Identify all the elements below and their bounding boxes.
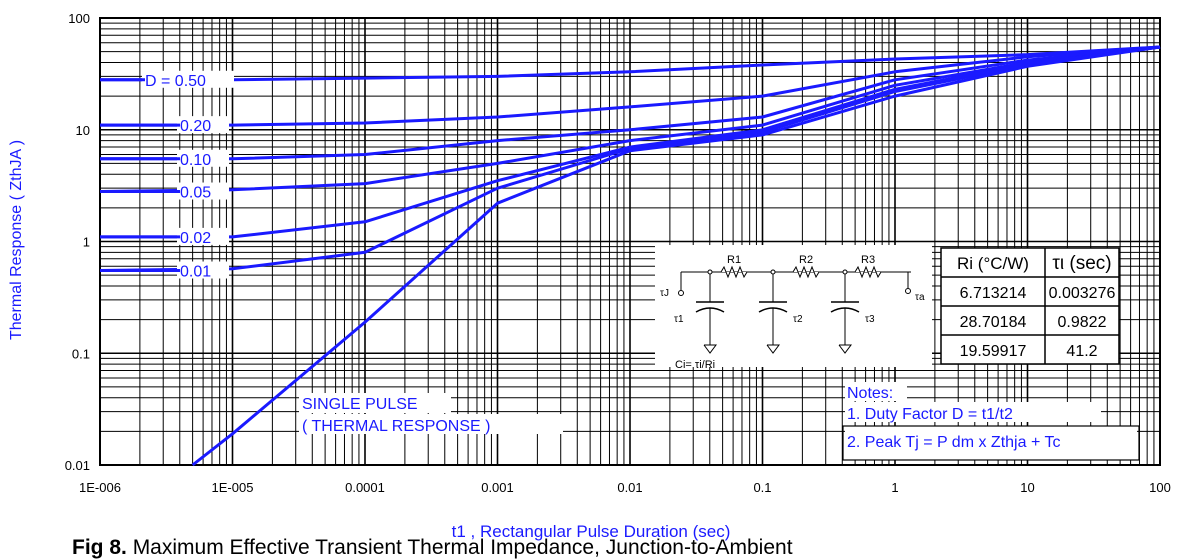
series-label-background [177,182,229,200]
notes-line: 2. Peak Tj = P dm x Zthja + Tc [847,434,1060,451]
series-line [100,45,1161,82]
table-cell: 6.713214 [960,285,1027,302]
circuit-node [770,269,776,275]
plot-frame [99,17,1161,466]
circuit-node [707,269,713,275]
y-tick-label: 1 [83,235,90,250]
series-label-background [177,149,229,167]
figure-caption: Fig 8. Maximum Effective Transient Therm… [72,536,793,560]
chart-curves [99,45,1161,467]
series-label-background [177,116,229,134]
figure-caption-prefix: Fig 8. [72,536,127,559]
overlay-annotations: SINGLE PULSE ( THERMAL RESPONSE ) τJ τa R1 R2… [299,245,1140,461]
single-pulse-label-background [299,393,451,413]
resistor-icon [854,265,882,279]
x-tick-label: 10 [1020,480,1034,495]
capacitor-tau-label: τ1 [674,314,684,325]
series-label: 0.10 [180,152,211,169]
series-line [100,45,1161,127]
x-tick-label: 100 [1149,480,1171,495]
circuit-node [842,269,848,275]
x-tick-label: 0.01 [617,480,642,495]
notes-title: Notes: [847,385,893,402]
ground-icon [703,344,717,354]
notes-background [845,382,907,401]
series-label-background [142,70,234,88]
circuit-node-label: τa [915,292,925,303]
y-tick-label: 0.01 [65,458,90,473]
notes-frame [842,425,1140,461]
y-tick-label: 10 [76,123,90,138]
series-labels: D = 0.50 0.20 0.10 0.05 0.02 0.01 [100,70,234,281]
series-label-background [177,227,229,245]
series-line [99,45,1161,272]
figure-caption-text: Maximum Effective Transient Thermal Impe… [132,536,793,559]
circuit-terminal [678,290,684,296]
resistor-label: R2 [799,254,813,266]
axis-ticks: 1E-006 1E-005 0.0001 0.001 0.01 0.1 1 10 100 100 1… [65,11,1171,495]
y-tick-label: 100 [68,11,90,26]
table-cell: 28.70184 [960,314,1027,331]
resistor-icon [720,265,748,279]
series-label: 0.02 [180,230,211,247]
x-axis-title: t1 , Rectangular Pulse Duration (sec) [451,522,731,541]
table-header-cell: Ri (°C/W) [957,254,1029,273]
circuit-node-label: τJ [660,288,669,299]
series-label: D = 0.50 [145,73,206,90]
y-axis-title: Thermal Response ( ZthJA ) [8,140,25,340]
x-tick-label: 0.0001 [345,480,385,495]
resistor-icon [792,265,820,279]
capacitor-tau-label: τ3 [865,314,875,325]
x-tick-label: 0.001 [481,480,514,495]
table-cell: 0.9822 [1058,314,1107,331]
table-cell: 0.003276 [1049,285,1116,302]
y-axis-title-box: Thermal Response ( ZthJA ) [8,140,25,340]
x-tick-label: 1E-005 [212,480,254,495]
circuit-box [655,245,932,367]
series-line [99,45,1161,193]
single-pulse-label-background [299,414,563,434]
series-label: 0.01 [180,264,211,281]
table-cell: 41.2 [1066,343,1097,360]
x-tick-label: 1 [891,480,898,495]
resistor-label: R1 [727,254,741,266]
thermal-impedance-chart: 1E-006 1E-005 0.0001 0.001 0.01 0.1 1 10 100 100 1… [65,11,1171,495]
x-tick-label: 0.1 [753,480,771,495]
resistor-label: R3 [861,254,875,266]
notes-line: 1. Duty Factor D = t1/t2 [847,406,1013,423]
series-label: 0.05 [180,185,211,202]
series-line [191,45,1161,467]
table-header-cell: τι (sec) [1052,253,1111,274]
y-tick-label: 0.1 [72,346,90,361]
capacitor-tau-label: τ2 [793,314,803,325]
x-tick-label: 1E-006 [79,480,121,495]
single-pulse-sublabel: ( THERMAL RESPONSE ) [302,418,490,435]
ground-icon [838,344,852,354]
single-pulse-label: SINGLE PULSE [302,396,418,413]
series-label-background [177,261,229,279]
circuit-terminal [905,288,911,294]
notes-background [845,426,1137,460]
circuit-formula: Ci= τi/Ri [675,359,715,371]
series-label: 0.20 [180,118,211,135]
table-cell: 19.59917 [960,343,1027,360]
series-line [100,45,1161,161]
notes-background [845,402,1101,422]
chart-grid [99,17,1161,466]
ground-icon [766,344,780,354]
